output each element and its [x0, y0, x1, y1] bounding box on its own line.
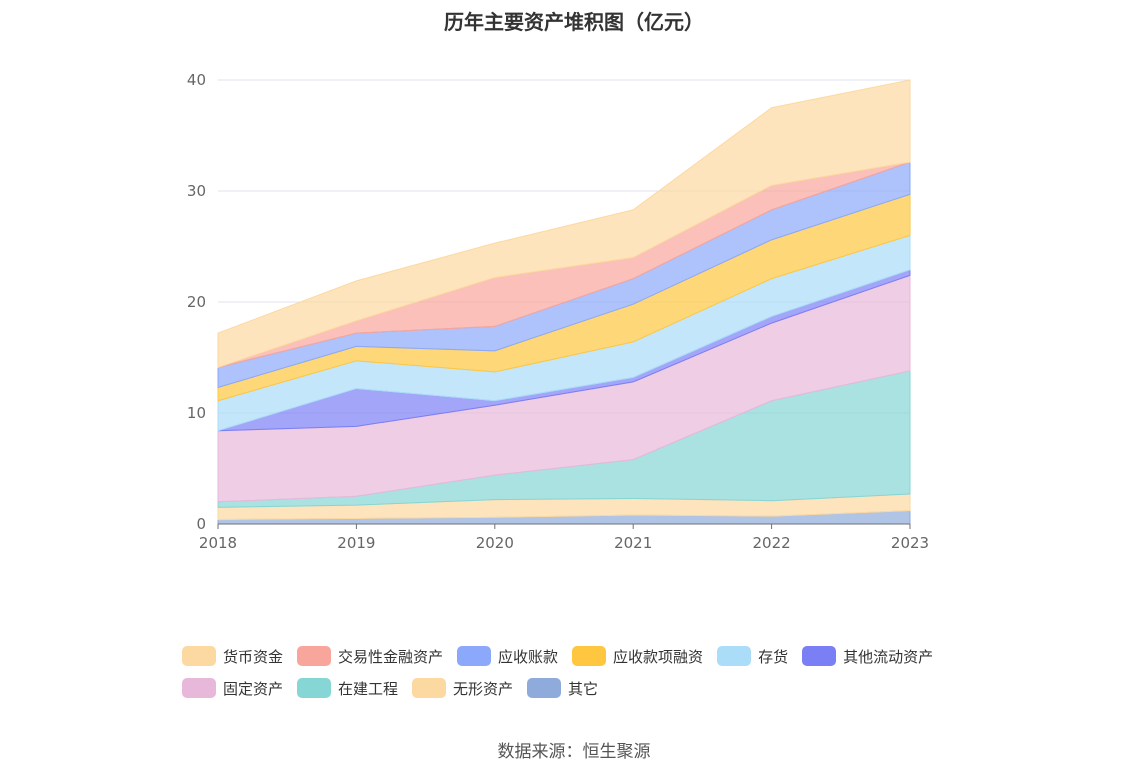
legend-item[interactable]: 其他流动资产	[802, 646, 933, 667]
legend-item[interactable]: 其它	[527, 678, 598, 699]
x-tick-label: 2023	[891, 534, 929, 552]
legend-swatch	[182, 678, 216, 698]
legend-row-1: 货币资金 交易性金融资产 应收账款 应收款项融资 存货 其他流动资产	[182, 640, 982, 672]
legend-item[interactable]: 应收款项融资	[572, 646, 703, 667]
legend-swatch	[457, 646, 492, 666]
y-tick-label: 40	[187, 71, 206, 89]
x-tick-label: 2022	[753, 534, 791, 552]
legend-item[interactable]: 货币资金	[182, 646, 283, 667]
data-source-note: 数据来源：恒生聚源	[497, 742, 651, 762]
y-tick-label: 20	[187, 293, 206, 311]
legend-item[interactable]: 应收账款	[457, 646, 558, 667]
area-layer	[217, 79, 911, 525]
x-tick-label: 2020	[476, 534, 514, 552]
legend-label: 其他流动资产	[843, 647, 934, 666]
legend-swatch	[802, 646, 837, 666]
legend-label: 存货	[758, 647, 789, 666]
x-tick-label: 2018	[199, 534, 237, 552]
legend-item[interactable]: 交易性金融资产	[297, 646, 443, 667]
legend-label: 货币资金	[223, 647, 284, 666]
legend-swatch	[717, 646, 752, 666]
legend-row-2: 固定资产 在建工程 无形资产 其它	[182, 672, 982, 704]
legend: 货币资金 交易性金融资产 应收账款 应收款项融资 存货 其他流动资产 固定资产 在建工程 无形…	[182, 640, 982, 704]
legend-label: 交易性金融资产	[338, 647, 444, 666]
legend-swatch	[297, 678, 332, 698]
x-tick-label: 2021	[614, 534, 652, 552]
y-tick-label: 0	[196, 515, 206, 533]
axes: 0 10 20 30 40 2018 2019 2020 2021 2022 2023	[187, 71, 929, 552]
y-tick-label: 30	[187, 182, 206, 200]
legend-swatch	[297, 646, 332, 666]
legend-label: 在建工程	[338, 679, 399, 698]
legend-item[interactable]: 固定资产	[182, 678, 283, 699]
legend-label: 其它	[568, 679, 599, 698]
legend-item[interactable]: 无形资产	[412, 678, 513, 699]
area-series-9	[217, 79, 911, 369]
legend-item[interactable]: 在建工程	[297, 678, 398, 699]
y-tick-label: 10	[187, 404, 206, 422]
legend-item[interactable]: 存货	[717, 646, 788, 667]
legend-label: 应收款项融资	[613, 647, 704, 666]
legend-swatch	[412, 678, 447, 698]
x-tick-label: 2019	[337, 534, 375, 552]
legend-swatch	[182, 646, 216, 666]
chart-title: 历年主要资产堆积图（亿元）	[444, 10, 704, 34]
legend-label: 无形资产	[453, 679, 514, 698]
legend-label: 应收账款	[498, 647, 559, 666]
legend-label: 固定资产	[223, 679, 284, 698]
legend-swatch	[527, 678, 562, 698]
legend-swatch	[572, 646, 607, 666]
